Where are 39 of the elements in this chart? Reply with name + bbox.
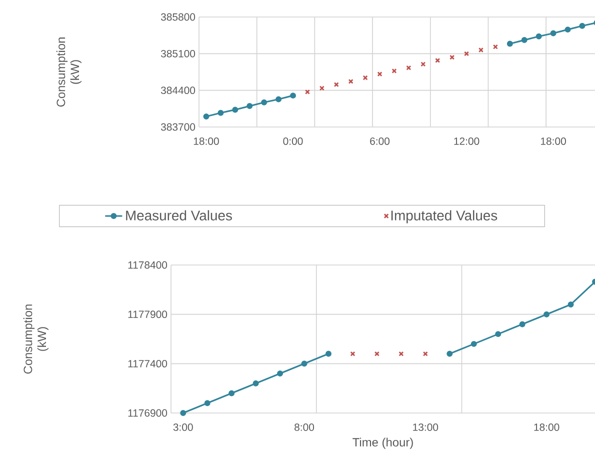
point: [277, 370, 284, 377]
x-tick-label: 3:00: [173, 424, 193, 431]
point: [180, 410, 186, 416]
point: [350, 351, 356, 356]
y-tick-label: 385100: [160, 50, 196, 58]
x-tick-label: 18:00: [540, 138, 566, 145]
x-tick-label: 8:00: [294, 424, 314, 431]
point: [568, 301, 574, 308]
point: [228, 390, 235, 396]
y-axis-title: Consumption (kW): [23, 304, 48, 374]
x-tick-label: 0:00: [283, 138, 303, 145]
point: [204, 400, 210, 406]
point: [301, 360, 308, 367]
point: [519, 321, 526, 328]
y-tick-label: 1177900: [128, 310, 168, 318]
y-tick-label: 385800: [160, 13, 196, 21]
y-tick-label: 1177400: [128, 360, 168, 368]
legend-label: Imputated Values: [391, 210, 498, 224]
y-tick-label: 1178400: [128, 261, 168, 269]
point: [374, 351, 380, 356]
legend-label: Measured Values: [126, 210, 232, 220]
point: [544, 311, 550, 318]
x-tick-label: 18:00: [194, 138, 219, 145]
point: [422, 351, 428, 356]
point: [446, 350, 453, 357]
x-tick-label: 18:00: [534, 424, 560, 431]
y-axis-title: Consumption (kW): [56, 38, 82, 107]
y-tick-label: 384400: [160, 86, 196, 94]
x-axis-title: Time (hour): [352, 438, 413, 449]
x-tick-label: 6:00: [370, 138, 390, 145]
x-tick-label: 12:00: [454, 138, 480, 145]
point: [470, 340, 477, 347]
y-tick-label: 1176900: [128, 409, 168, 417]
point: [252, 380, 259, 386]
x-tick-label: 13:00: [413, 424, 438, 431]
point: [398, 351, 404, 356]
y-tick-label: 383700: [160, 123, 196, 131]
point: [325, 350, 332, 357]
point: [495, 331, 502, 338]
